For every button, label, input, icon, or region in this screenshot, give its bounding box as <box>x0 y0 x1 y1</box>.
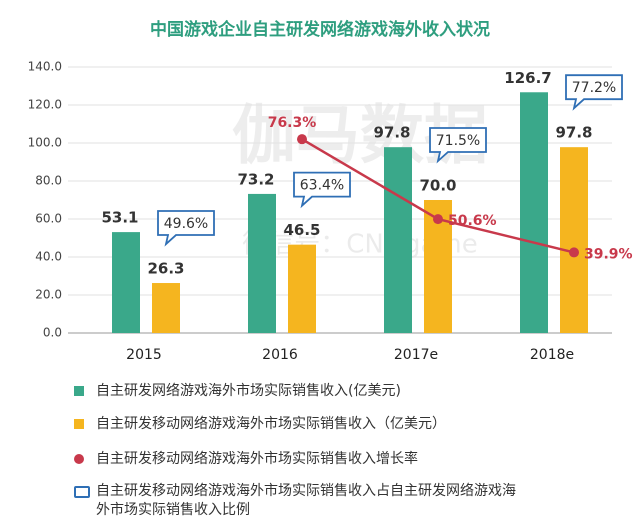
y-tick-label: 140.0 <box>28 60 62 74</box>
chart-title: 中国游戏企业自主研发网络游戏海外收入状况 <box>150 19 490 40</box>
legend-item: 自主研发移动网络游戏海外市场实际销售收入增长率 <box>74 450 516 469</box>
line-value-label: 76.3% <box>268 115 317 131</box>
bar <box>288 244 316 333</box>
bar-value-label: 26.3 <box>147 260 184 278</box>
line-value-label: 39.9% <box>584 246 633 262</box>
legend-item: 自主研发网络游戏海外市场实际销售收入(亿美元) <box>74 382 516 401</box>
line-point <box>297 134 307 145</box>
legend-label: 自主研发移动网络游戏海外市场实际销售收入（亿美元） <box>96 416 446 432</box>
callout-label: 63.4% <box>300 178 344 194</box>
bar <box>112 232 140 333</box>
bar-value-label: 97.8 <box>373 124 410 142</box>
bar-value-label: 46.5 <box>283 221 320 239</box>
legend-marker <box>74 386 84 396</box>
x-tick-label: 2017e <box>394 347 438 363</box>
bar-value-label: 53.1 <box>101 209 138 227</box>
line-value-label: 50.6% <box>448 213 497 229</box>
bar-value-label: 70.0 <box>419 177 456 195</box>
chart: 中国游戏企业自主研发网络游戏海外收入状况 伽马数据 微信号：CNGgame 0.… <box>28 19 633 363</box>
y-tick-label: 60.0 <box>35 212 62 226</box>
bar-value-label: 73.2 <box>237 170 274 188</box>
legend-marker <box>74 486 90 498</box>
bar <box>520 92 548 334</box>
bar <box>248 193 276 333</box>
legend-marker <box>74 419 84 429</box>
callout-box <box>565 74 623 111</box>
callout-box <box>157 210 215 247</box>
legend-item: 自主研发移动网络游戏海外市场实际销售收入占自主研发网络游戏海外市场实际销售收入比… <box>74 482 516 520</box>
legend-label: 自主研发移动网络游戏海外市场实际销售收入增长率 <box>96 451 418 467</box>
y-tick-label: 120.0 <box>28 98 62 112</box>
y-tick-label: 100.0 <box>28 136 62 150</box>
bar-value-label: 97.8 <box>555 124 592 142</box>
y-tick-label: 40.0 <box>35 250 62 264</box>
bar <box>152 283 180 333</box>
y-tick-label: 0.0 <box>43 326 62 340</box>
x-tick-label: 2018e <box>530 347 574 363</box>
line-point <box>569 247 579 258</box>
callout-label: 49.6% <box>164 216 208 232</box>
y-tick-label: 80.0 <box>35 174 62 188</box>
legend-item: 自主研发移动网络游戏海外市场实际销售收入（亿美元） <box>74 415 516 434</box>
bar-value-label: 126.7 <box>504 69 551 87</box>
callout-label: 77.2% <box>572 80 616 96</box>
bar <box>560 147 588 333</box>
legend-marker <box>74 454 84 464</box>
x-tick-label: 2015 <box>126 347 162 363</box>
callout-label: 71.5% <box>436 133 480 149</box>
line-point <box>433 214 443 225</box>
bar <box>384 147 412 333</box>
legend-label: 自主研发网络游戏海外市场实际销售收入(亿美元) <box>96 383 401 399</box>
callout-box <box>429 127 487 164</box>
x-tick-label: 2016 <box>262 347 298 363</box>
legend-label: 自主研发移动网络游戏海外市场实际销售收入占自主研发网络游戏海外市场实际销售收入比… <box>96 483 516 518</box>
y-tick-label: 20.0 <box>35 288 62 302</box>
callout-box <box>293 171 351 209</box>
